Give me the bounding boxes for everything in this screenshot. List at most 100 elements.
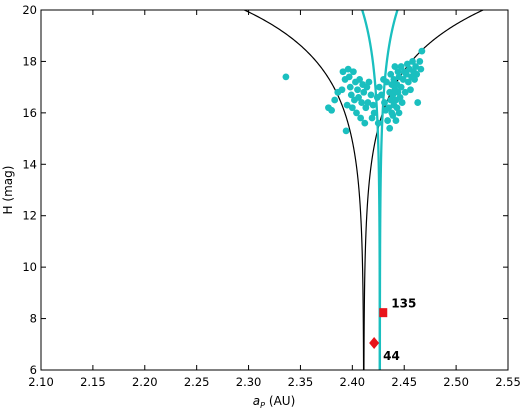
family-member-point [387, 70, 395, 78]
family-member-point [353, 109, 360, 117]
x-tick-label: 2.50 [443, 375, 469, 389]
family-member-point [383, 78, 390, 86]
family-member-point [384, 117, 392, 124]
plot-frame [40, 9, 509, 371]
family-member-point [328, 106, 335, 114]
asteroid-marker-square [379, 308, 388, 318]
family-member-point [414, 99, 422, 106]
family-member-point [416, 58, 424, 65]
family-member-point [387, 96, 395, 104]
family-member-point [409, 58, 416, 65]
asteroid-marker-diamond [369, 337, 380, 349]
x-axis-label: aP (AU) [253, 394, 296, 410]
family-member-point [358, 99, 366, 106]
x-tick-label: 2.15 [80, 375, 106, 389]
x-tick-label: 2.30 [236, 375, 262, 389]
family-member-point [399, 76, 407, 83]
x-tick-label: 2.25 [184, 375, 210, 389]
family-member-point [403, 60, 411, 68]
family-member-point [361, 119, 369, 127]
family-member-point [364, 99, 372, 106]
x-tick-label: 2.10 [28, 375, 54, 389]
family-member-point [377, 91, 385, 99]
x-tick-label: 2.35 [288, 375, 314, 389]
family-member-point [369, 101, 377, 109]
family-member-point [394, 68, 402, 76]
family-member-point [396, 94, 404, 101]
x-tick-label: 2.45 [391, 375, 417, 389]
family-member-point [398, 99, 406, 106]
family-member-point [344, 65, 352, 73]
family-member-point [390, 76, 398, 83]
family-member-point [367, 91, 375, 99]
family-member-point [404, 78, 412, 86]
family-member-point [346, 83, 354, 91]
y-tick-label: 18 [22, 54, 37, 68]
x-axis-label-subscript: P [260, 401, 265, 410]
y-tick-label: 14 [22, 157, 37, 171]
family-member-point [418, 47, 426, 55]
family-member-point [412, 63, 420, 70]
x-tick-label: 2.40 [340, 375, 366, 389]
family-member-point [339, 68, 347, 76]
family-member-point [331, 96, 339, 104]
outer-v-curve [363, 10, 485, 370]
family-member-point [368, 114, 376, 122]
family-member-point [388, 81, 396, 88]
x-axis-label-unit: (AU) [269, 394, 295, 408]
x-tick-label: 2.55 [495, 375, 521, 389]
family-member-point [370, 109, 378, 117]
family-member-point [360, 88, 368, 96]
family-member-point [393, 104, 401, 112]
family-member-point [385, 104, 393, 112]
family-member-point [338, 86, 346, 94]
family-member-point [343, 101, 351, 109]
family-member-point [355, 94, 362, 101]
family-member-point [391, 63, 399, 70]
family-member-point [345, 73, 353, 81]
family-member-point [417, 65, 425, 73]
family-member-point [392, 117, 400, 124]
family-member-point [357, 114, 365, 122]
family-member-point [349, 68, 357, 76]
asteroid-label: 44 [383, 349, 400, 363]
family-member-point [354, 86, 361, 94]
family-member-point [394, 88, 402, 96]
family-member-point [348, 104, 356, 112]
family-member-point [407, 86, 414, 94]
y-tick-label: 8 [30, 312, 37, 326]
family-member-point [395, 109, 403, 117]
x-tick-label: 2.20 [132, 375, 158, 389]
x-axis-label-symbol: a [253, 394, 260, 408]
family-member-point [347, 91, 355, 99]
asteroid-label: 135 [391, 297, 416, 311]
family-member-point [365, 78, 373, 86]
family-member-point [397, 83, 405, 91]
y-tick-label: 6 [30, 363, 37, 377]
family-member-point [363, 83, 371, 91]
y-tick-label: 12 [22, 209, 37, 223]
family-member-point [374, 119, 382, 127]
family-member-point [386, 124, 394, 132]
y-tick-label: 20 [22, 3, 37, 17]
y-tick-label: 16 [22, 106, 37, 120]
family-member-point [401, 88, 409, 96]
family-member-point [411, 76, 418, 83]
family-member-point [356, 76, 363, 83]
outer-v-curve [242, 10, 365, 370]
family-member-point [397, 63, 405, 70]
family-member-point [389, 91, 397, 99]
family-member-point [362, 104, 370, 112]
family-member-point [413, 70, 421, 78]
family-member-point [402, 70, 410, 78]
y-axis-label: H (mag) [1, 166, 15, 215]
plot-background [41, 10, 508, 370]
family-member-point [381, 99, 388, 106]
family-member-point [389, 112, 397, 119]
y-tick-label: 10 [22, 260, 37, 274]
family-member-point [375, 83, 383, 91]
family-member-point [282, 73, 290, 81]
family-member-point [342, 127, 350, 135]
